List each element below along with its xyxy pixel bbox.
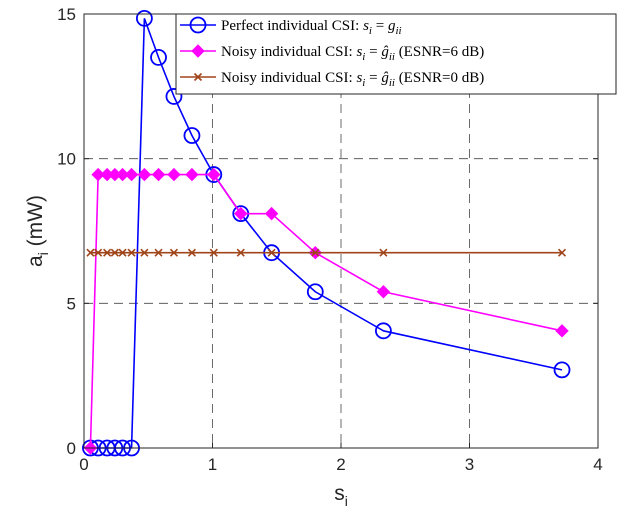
series-2-point-10 [209,248,218,257]
series-1-point-7 [151,167,166,182]
series-2-point-5 [127,248,136,257]
legend-label-2-part-4: ĝ [381,70,389,86]
legend-entry-2: Noisy individual CSI: si = ĝii (ESNR=0 d… [180,70,484,89]
x-tick-label-4: 4 [593,455,602,474]
series-0-point-7 [150,49,167,66]
series-1-point-5 [124,167,139,182]
legend-label-0-part-0: Perfect individual CSI: [221,18,363,34]
legend-label-2-part-2: i [362,77,365,89]
legend-label-0-part-3: = [372,18,388,34]
series-2-point-1 [94,248,103,257]
series-0-point-13 [306,283,324,301]
legend-entry-1: Noisy individual CSI: si = ĝii (ESNR=6 d… [180,44,484,63]
series-0-point-14 [375,322,392,340]
series-1-point-8 [167,167,181,182]
legend-label-0-part-2: i [369,25,372,37]
legend-marker-2 [193,72,203,82]
legend-label-1-part-1: s [356,44,362,60]
grid [84,14,598,448]
legend-label-2-part-6: (ESNR=0 dB) [395,70,484,86]
legend-label-1-part-5: ii [389,51,395,63]
series-1-point-15 [555,324,569,338]
legend-label-2: Noisy individual CSI: si = ĝii (ESNR=0 d… [221,70,484,89]
series-2-point-8 [169,248,179,257]
series-1-point-4 [115,167,130,182]
series-0-point-9 [183,127,201,144]
series-1-point-11 [234,206,248,221]
series-2-point-3 [110,248,119,257]
y-tick-label-2: 10 [57,150,76,169]
x-tick-label-1: 1 [208,455,217,474]
series-1-point-10 [207,167,221,182]
series-2-point-12 [267,248,276,257]
series-1-point-1 [91,167,105,182]
series-layer [82,9,571,457]
legend-label-1-part-2: i [362,51,365,63]
series-0-point-8 [165,88,183,105]
y-tick-label-0: 0 [67,439,76,458]
legend-label-2-part-5: ii [389,77,395,89]
legend-label-1-part-0: Noisy individual CSI: [221,44,356,60]
legend-label-1-part-4: ĝ [381,44,389,60]
series-2 [86,248,567,257]
y-tick-label-1: 5 [67,294,76,313]
legend-label-0-part-4: g [388,18,396,34]
series-2-point-7 [154,248,163,257]
series-1-point-9 [185,167,199,182]
legend-label-1-part-3: = [365,44,381,60]
legend-label-2-part-3: = [365,70,381,86]
legend-marker-0 [189,16,207,34]
series-1-point-14 [376,285,391,299]
series-1-point-12 [264,206,279,221]
legend-label-0-part-5: ii [395,25,401,37]
legend-label-0-part-1: s [363,18,369,34]
x-tick-label-0: 0 [79,455,88,474]
series-1-point-6 [137,167,152,182]
legend-label-2-part-1: s [356,70,362,86]
series-0-point-15 [553,361,571,379]
x-tick-label-2: 2 [336,455,345,474]
series-2-point-11 [236,248,245,257]
x-axis-label: si [334,482,348,509]
x-tick-label-3: 3 [465,455,474,474]
legend-label-2-part-0: Noisy individual CSI: [221,70,356,86]
series-1 [83,167,569,455]
legend-marker-1 [191,44,205,58]
legend-box [175,13,617,95]
y-tick-label-3: 15 [57,5,76,24]
legend-entry-0: Perfect individual CSI: si = gii [180,16,402,37]
y-axis-label: ai (mW) [24,195,51,267]
series-2-point-6 [140,248,149,257]
series-2-point-4 [118,248,127,257]
series-2-point-9 [187,248,197,257]
series-2-point-15 [557,248,567,257]
series-0-point-6 [135,9,153,27]
series-2-point-13 [311,248,320,257]
series-2-point-14 [379,248,388,257]
ticks: 0 1 2 3 4 0 5 10 15 [57,5,603,474]
legend-label-1: Noisy individual CSI: si = ĝii (ESNR=6 d… [221,44,484,63]
legend-label-1-part-6: (ESNR=6 dB) [395,44,484,60]
series-2-point-2 [103,248,112,257]
legend-label-0: Perfect individual CSI: si = gii [221,18,402,37]
series-2-point-0 [86,248,95,257]
